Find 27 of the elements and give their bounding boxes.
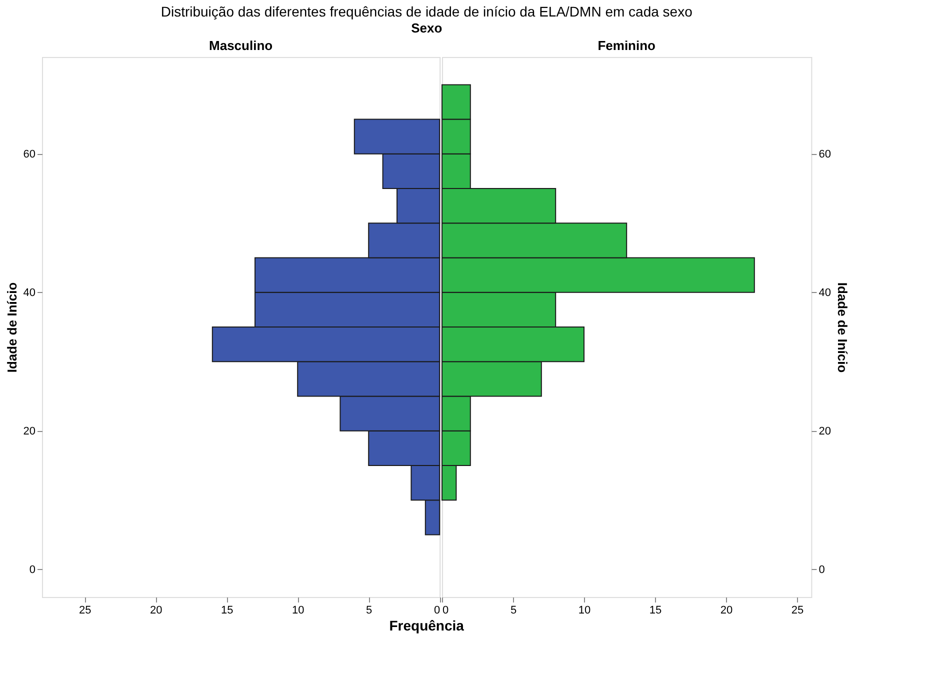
x-tick-label: 5 xyxy=(510,604,517,616)
y-tick-label: 0 xyxy=(29,564,36,576)
x-tick-label: 10 xyxy=(578,604,591,616)
x-axis-title: Frequência xyxy=(389,618,464,634)
y-tick-label: 60 xyxy=(818,148,831,160)
y-axis-title: Idade de Início xyxy=(834,282,850,373)
x-tick-label: 20 xyxy=(150,604,162,616)
y-tick-label: 20 xyxy=(818,425,831,438)
y-tick-label: 60 xyxy=(23,148,36,160)
y-tick-label: 40 xyxy=(818,286,831,299)
x-tick-label: 0 xyxy=(434,604,440,616)
y-axis-title: Idade de Início xyxy=(4,282,20,373)
x-tick-label: 25 xyxy=(78,604,92,616)
y-tick-label: 0 xyxy=(818,564,825,576)
text: Distribuição das diferentes frequências de idade de início da ELA/DMN em cada sexo xyxy=(160,4,693,20)
chart-title: Feminino xyxy=(598,38,656,53)
x-tick-label: 5 xyxy=(366,604,372,616)
y-tick-label: 20 xyxy=(23,425,36,438)
x-tick-label: 10 xyxy=(292,604,304,616)
chart-title: Masculino xyxy=(209,38,273,53)
x-tick-label: 15 xyxy=(220,604,234,616)
x-tick-label: 25 xyxy=(791,604,804,616)
text: Sexo xyxy=(411,20,442,36)
x-tick-label: 0 xyxy=(442,604,449,616)
y-tick-label: 40 xyxy=(23,286,36,299)
x-tick-label: 15 xyxy=(649,604,662,616)
x-tick-label: 20 xyxy=(720,604,733,616)
